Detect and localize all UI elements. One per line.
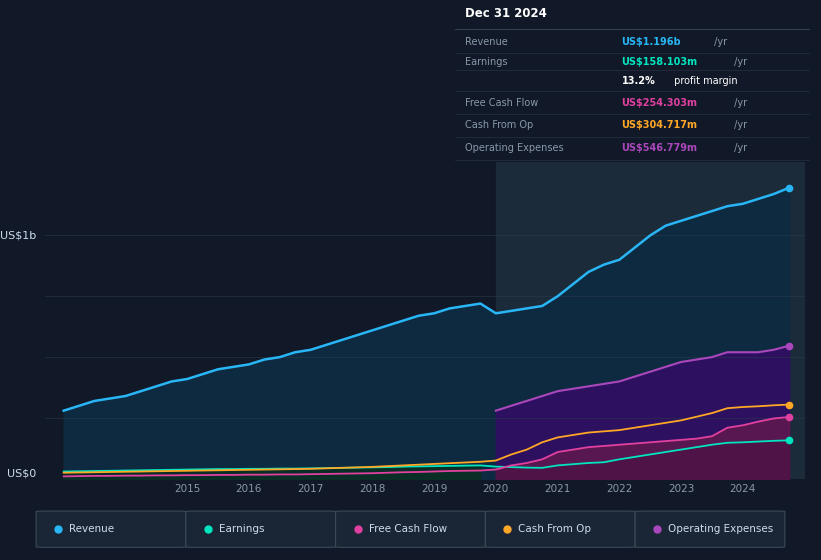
Text: US$1b: US$1b <box>0 230 36 240</box>
Text: US$304.717m: US$304.717m <box>621 120 698 130</box>
Text: /yr: /yr <box>731 57 747 67</box>
Text: Free Cash Flow: Free Cash Flow <box>466 97 539 108</box>
Text: /yr: /yr <box>711 38 727 48</box>
Bar <box>496 162 805 479</box>
FancyBboxPatch shape <box>635 511 785 547</box>
Text: Operating Expenses: Operating Expenses <box>466 143 564 153</box>
Text: profit margin: profit margin <box>672 76 738 86</box>
Text: Operating Expenses: Operating Expenses <box>668 524 773 534</box>
Text: US$546.779m: US$546.779m <box>621 143 698 153</box>
Text: US$254.303m: US$254.303m <box>621 97 698 108</box>
Text: Dec 31 2024: Dec 31 2024 <box>466 7 548 20</box>
Text: /yr: /yr <box>731 120 747 130</box>
Text: Cash From Op: Cash From Op <box>466 120 534 130</box>
FancyBboxPatch shape <box>336 511 485 547</box>
Text: US$1.196b: US$1.196b <box>621 38 681 48</box>
Text: Revenue: Revenue <box>466 38 508 48</box>
FancyBboxPatch shape <box>186 511 336 547</box>
Text: /yr: /yr <box>731 143 747 153</box>
Text: /yr: /yr <box>731 97 747 108</box>
Text: US$0: US$0 <box>7 469 36 479</box>
Text: 13.2%: 13.2% <box>621 76 655 86</box>
Text: Earnings: Earnings <box>219 524 264 534</box>
Text: Revenue: Revenue <box>69 524 114 534</box>
Text: Cash From Op: Cash From Op <box>519 524 591 534</box>
Text: US$158.103m: US$158.103m <box>621 57 698 67</box>
FancyBboxPatch shape <box>485 511 635 547</box>
Text: Free Cash Flow: Free Cash Flow <box>369 524 447 534</box>
Text: Earnings: Earnings <box>466 57 508 67</box>
FancyBboxPatch shape <box>36 511 186 547</box>
